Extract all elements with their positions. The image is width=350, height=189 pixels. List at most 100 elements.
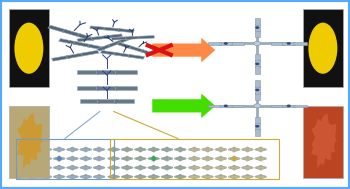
Ellipse shape [256,175,266,178]
Polygon shape [66,53,84,59]
Ellipse shape [98,156,100,158]
Polygon shape [91,36,108,40]
Ellipse shape [18,174,20,176]
Ellipse shape [193,169,195,170]
Ellipse shape [215,158,217,159]
Ellipse shape [54,157,64,160]
Ellipse shape [36,158,38,159]
Ellipse shape [189,157,199,160]
Ellipse shape [113,165,115,167]
Ellipse shape [108,149,110,150]
Ellipse shape [255,125,259,128]
Ellipse shape [117,158,120,159]
Polygon shape [100,50,117,55]
Ellipse shape [215,149,217,150]
Ellipse shape [228,167,231,168]
Bar [303,106,343,178]
Ellipse shape [229,148,239,151]
Ellipse shape [23,167,25,168]
Polygon shape [271,105,284,107]
Polygon shape [117,42,132,49]
Ellipse shape [126,156,128,158]
Ellipse shape [58,156,60,158]
Ellipse shape [40,149,42,150]
Ellipse shape [126,160,128,161]
Ellipse shape [76,176,78,177]
Ellipse shape [81,175,91,178]
Ellipse shape [135,166,145,169]
Polygon shape [255,123,260,130]
Polygon shape [311,113,337,169]
Ellipse shape [260,147,262,149]
Ellipse shape [81,157,91,160]
Ellipse shape [27,167,29,168]
Polygon shape [129,46,144,52]
Ellipse shape [68,157,77,160]
Ellipse shape [179,174,181,176]
Ellipse shape [148,176,150,177]
Polygon shape [208,105,221,107]
FancyArrow shape [152,94,215,118]
Polygon shape [255,60,260,67]
Ellipse shape [255,89,259,91]
Ellipse shape [174,149,177,150]
Ellipse shape [188,167,191,168]
Ellipse shape [134,149,137,150]
Ellipse shape [66,176,69,177]
Ellipse shape [98,150,100,152]
Ellipse shape [53,149,56,150]
Ellipse shape [241,167,244,168]
Ellipse shape [170,167,173,168]
Ellipse shape [53,158,56,159]
Ellipse shape [233,165,235,167]
Polygon shape [219,42,232,45]
Polygon shape [96,86,117,90]
Ellipse shape [170,158,173,159]
Ellipse shape [264,167,267,168]
Ellipse shape [241,176,244,177]
Ellipse shape [71,165,74,167]
Ellipse shape [94,148,104,151]
Ellipse shape [220,160,222,161]
Ellipse shape [246,174,248,176]
Ellipse shape [255,176,257,177]
Ellipse shape [162,166,172,169]
Ellipse shape [193,178,195,179]
Polygon shape [255,80,260,88]
Ellipse shape [243,148,252,151]
Ellipse shape [198,158,200,159]
Ellipse shape [18,169,20,170]
Ellipse shape [153,174,155,176]
Ellipse shape [27,176,29,177]
Ellipse shape [287,42,291,45]
Ellipse shape [80,149,82,150]
Ellipse shape [85,178,87,179]
Polygon shape [271,42,284,45]
Ellipse shape [58,150,60,152]
Polygon shape [293,42,307,45]
Ellipse shape [179,178,181,179]
Ellipse shape [32,160,34,161]
Ellipse shape [241,158,244,159]
Ellipse shape [14,166,24,169]
Ellipse shape [32,178,34,179]
Ellipse shape [206,150,209,152]
Ellipse shape [81,148,91,151]
Ellipse shape [166,150,168,152]
Ellipse shape [255,158,257,159]
Ellipse shape [40,167,42,168]
Polygon shape [282,42,295,45]
Ellipse shape [126,178,128,179]
Ellipse shape [18,156,20,158]
Bar [303,9,343,87]
Ellipse shape [216,166,226,169]
Polygon shape [97,99,117,103]
Polygon shape [255,129,260,136]
Ellipse shape [113,169,115,170]
Ellipse shape [175,175,185,178]
Polygon shape [104,27,120,31]
Polygon shape [255,24,260,31]
Ellipse shape [206,165,209,167]
Ellipse shape [93,176,96,177]
Ellipse shape [71,178,74,179]
